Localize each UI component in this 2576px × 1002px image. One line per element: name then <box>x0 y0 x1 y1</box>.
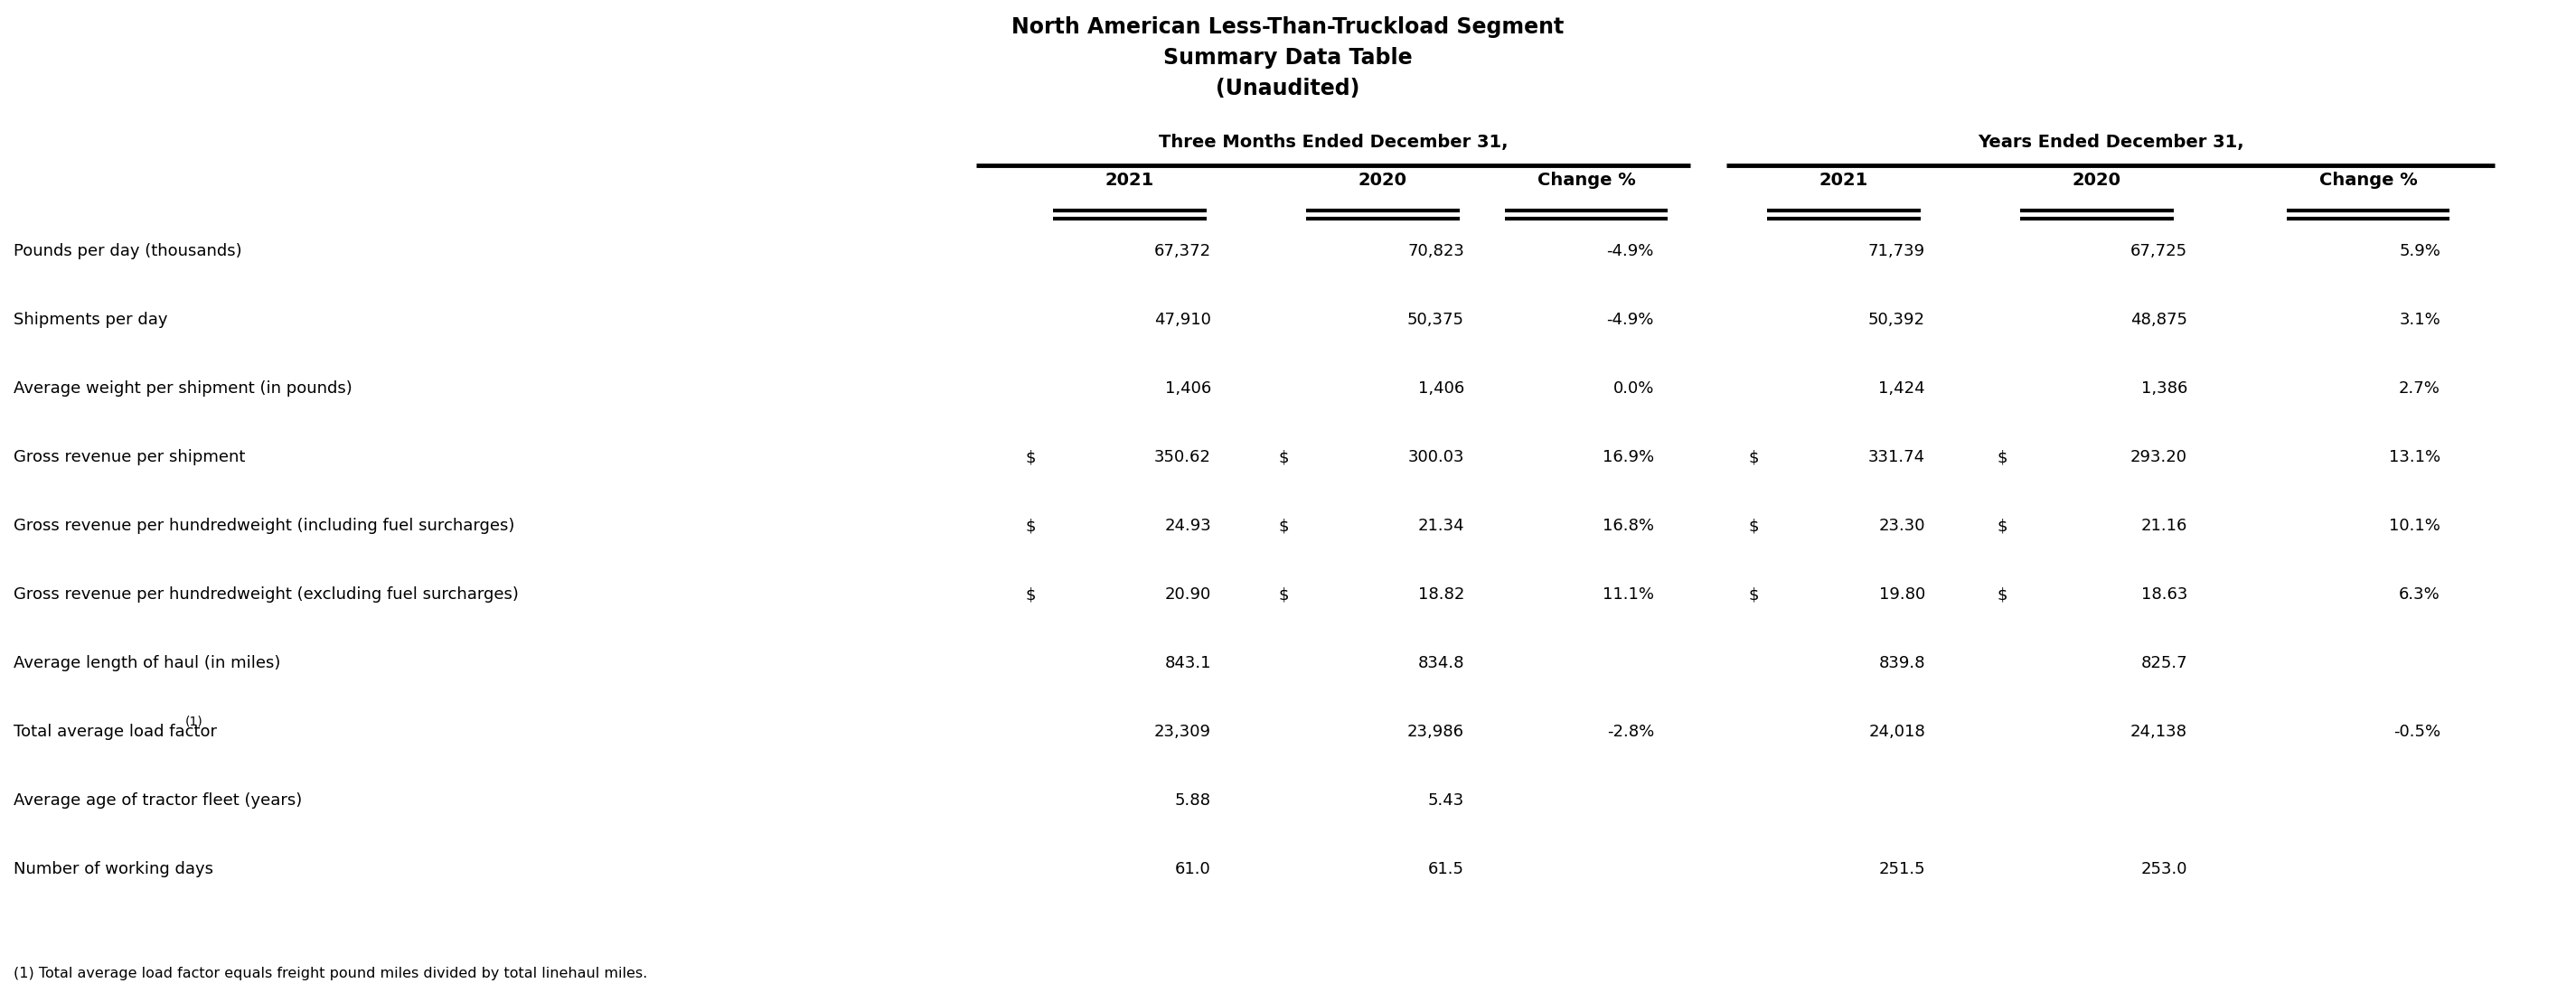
Text: 2.7%: 2.7% <box>2398 381 2439 397</box>
Text: $: $ <box>1996 449 2007 465</box>
Text: 50,375: 50,375 <box>1406 312 1463 328</box>
Text: $: $ <box>1025 518 1036 534</box>
Text: 2020: 2020 <box>1358 171 1406 188</box>
Text: 21.34: 21.34 <box>1417 518 1463 534</box>
Text: 5.9%: 5.9% <box>2398 243 2439 260</box>
Text: 2021: 2021 <box>1819 171 1868 188</box>
Text: 23,986: 23,986 <box>1406 723 1463 740</box>
Text: (1): (1) <box>185 714 204 727</box>
Text: 16.9%: 16.9% <box>1602 449 1654 465</box>
Text: 61.0: 61.0 <box>1175 861 1211 878</box>
Text: 6.3%: 6.3% <box>2398 586 2439 602</box>
Text: -4.9%: -4.9% <box>1607 312 1654 328</box>
Text: 50,392: 50,392 <box>1868 312 1924 328</box>
Text: $: $ <box>1025 586 1036 602</box>
Text: Gross revenue per shipment: Gross revenue per shipment <box>13 449 245 465</box>
Text: (Unaudited): (Unaudited) <box>1216 78 1360 99</box>
Text: 2021: 2021 <box>1105 171 1154 188</box>
Text: 24,018: 24,018 <box>1868 723 1924 740</box>
Text: Total average load factor: Total average load factor <box>13 723 216 740</box>
Text: 18.63: 18.63 <box>2141 586 2187 602</box>
Text: 1,406: 1,406 <box>1164 381 1211 397</box>
Text: Change %: Change % <box>2318 171 2416 188</box>
Text: -0.5%: -0.5% <box>2393 723 2439 740</box>
Text: 293.20: 293.20 <box>2130 449 2187 465</box>
Text: 1,424: 1,424 <box>1878 381 1924 397</box>
Text: 0.0%: 0.0% <box>1613 381 1654 397</box>
Text: Summary Data Table: Summary Data Table <box>1164 47 1412 69</box>
Text: Number of working days: Number of working days <box>13 861 214 878</box>
Text: 2020: 2020 <box>2074 171 2123 188</box>
Text: $: $ <box>1278 586 1288 602</box>
Text: 251.5: 251.5 <box>1878 861 1924 878</box>
Text: 21.16: 21.16 <box>2141 518 2187 534</box>
Text: -4.9%: -4.9% <box>1607 243 1654 260</box>
Text: 70,823: 70,823 <box>1406 243 1463 260</box>
Text: 67,725: 67,725 <box>2130 243 2187 260</box>
Text: $: $ <box>1749 586 1759 602</box>
Text: -2.8%: -2.8% <box>1607 723 1654 740</box>
Text: 300.03: 300.03 <box>1406 449 1463 465</box>
Text: $: $ <box>1996 518 2007 534</box>
Text: $: $ <box>1278 449 1288 465</box>
Text: 20.90: 20.90 <box>1164 586 1211 602</box>
Text: 24.93: 24.93 <box>1164 518 1211 534</box>
Text: 331.74: 331.74 <box>1868 449 1924 465</box>
Text: 16.8%: 16.8% <box>1602 518 1654 534</box>
Text: 47,910: 47,910 <box>1154 312 1211 328</box>
Text: $: $ <box>1749 518 1759 534</box>
Text: $: $ <box>1996 586 2007 602</box>
Text: 48,875: 48,875 <box>2130 312 2187 328</box>
Text: Three Months Ended December 31,: Three Months Ended December 31, <box>1159 133 1507 151</box>
Text: 23.30: 23.30 <box>1878 518 1924 534</box>
Text: 71,739: 71,739 <box>1868 243 1924 260</box>
Text: North American Less-Than-Truckload Segment: North American Less-Than-Truckload Segme… <box>1012 16 1564 38</box>
Text: 23,309: 23,309 <box>1154 723 1211 740</box>
Text: 5.43: 5.43 <box>1427 793 1463 809</box>
Text: (1) Total average load factor equals freight pound miles divided by total lineha: (1) Total average load factor equals fre… <box>13 967 647 980</box>
Text: Average length of haul (in miles): Average length of haul (in miles) <box>13 655 281 671</box>
Text: 18.82: 18.82 <box>1417 586 1463 602</box>
Text: $: $ <box>1749 449 1759 465</box>
Text: Gross revenue per hundredweight (excluding fuel surcharges): Gross revenue per hundredweight (excludi… <box>13 586 518 602</box>
Text: Change %: Change % <box>1538 171 1636 188</box>
Text: 61.5: 61.5 <box>1427 861 1463 878</box>
Text: Years Ended December 31,: Years Ended December 31, <box>1978 133 2244 151</box>
Text: 5.88: 5.88 <box>1175 793 1211 809</box>
Text: 843.1: 843.1 <box>1164 655 1211 671</box>
Text: 253.0: 253.0 <box>2141 861 2187 878</box>
Text: 350.62: 350.62 <box>1154 449 1211 465</box>
Text: 834.8: 834.8 <box>1417 655 1463 671</box>
Text: 10.1%: 10.1% <box>2388 518 2439 534</box>
Text: $: $ <box>1278 518 1288 534</box>
Text: Average age of tractor fleet (years): Average age of tractor fleet (years) <box>13 793 301 809</box>
Text: 19.80: 19.80 <box>1878 586 1924 602</box>
Text: 67,372: 67,372 <box>1154 243 1211 260</box>
Text: 13.1%: 13.1% <box>2388 449 2439 465</box>
Text: Gross revenue per hundredweight (including fuel surcharges): Gross revenue per hundredweight (includi… <box>13 518 515 534</box>
Text: 1,386: 1,386 <box>2141 381 2187 397</box>
Text: Shipments per day: Shipments per day <box>13 312 167 328</box>
Text: 1,406: 1,406 <box>1417 381 1463 397</box>
Text: 839.8: 839.8 <box>1878 655 1924 671</box>
Text: Pounds per day (thousands): Pounds per day (thousands) <box>13 243 242 260</box>
Text: 3.1%: 3.1% <box>2398 312 2439 328</box>
Text: $: $ <box>1025 449 1036 465</box>
Text: Average weight per shipment (in pounds): Average weight per shipment (in pounds) <box>13 381 353 397</box>
Text: 825.7: 825.7 <box>2141 655 2187 671</box>
Text: 11.1%: 11.1% <box>1602 586 1654 602</box>
Text: 24,138: 24,138 <box>2130 723 2187 740</box>
